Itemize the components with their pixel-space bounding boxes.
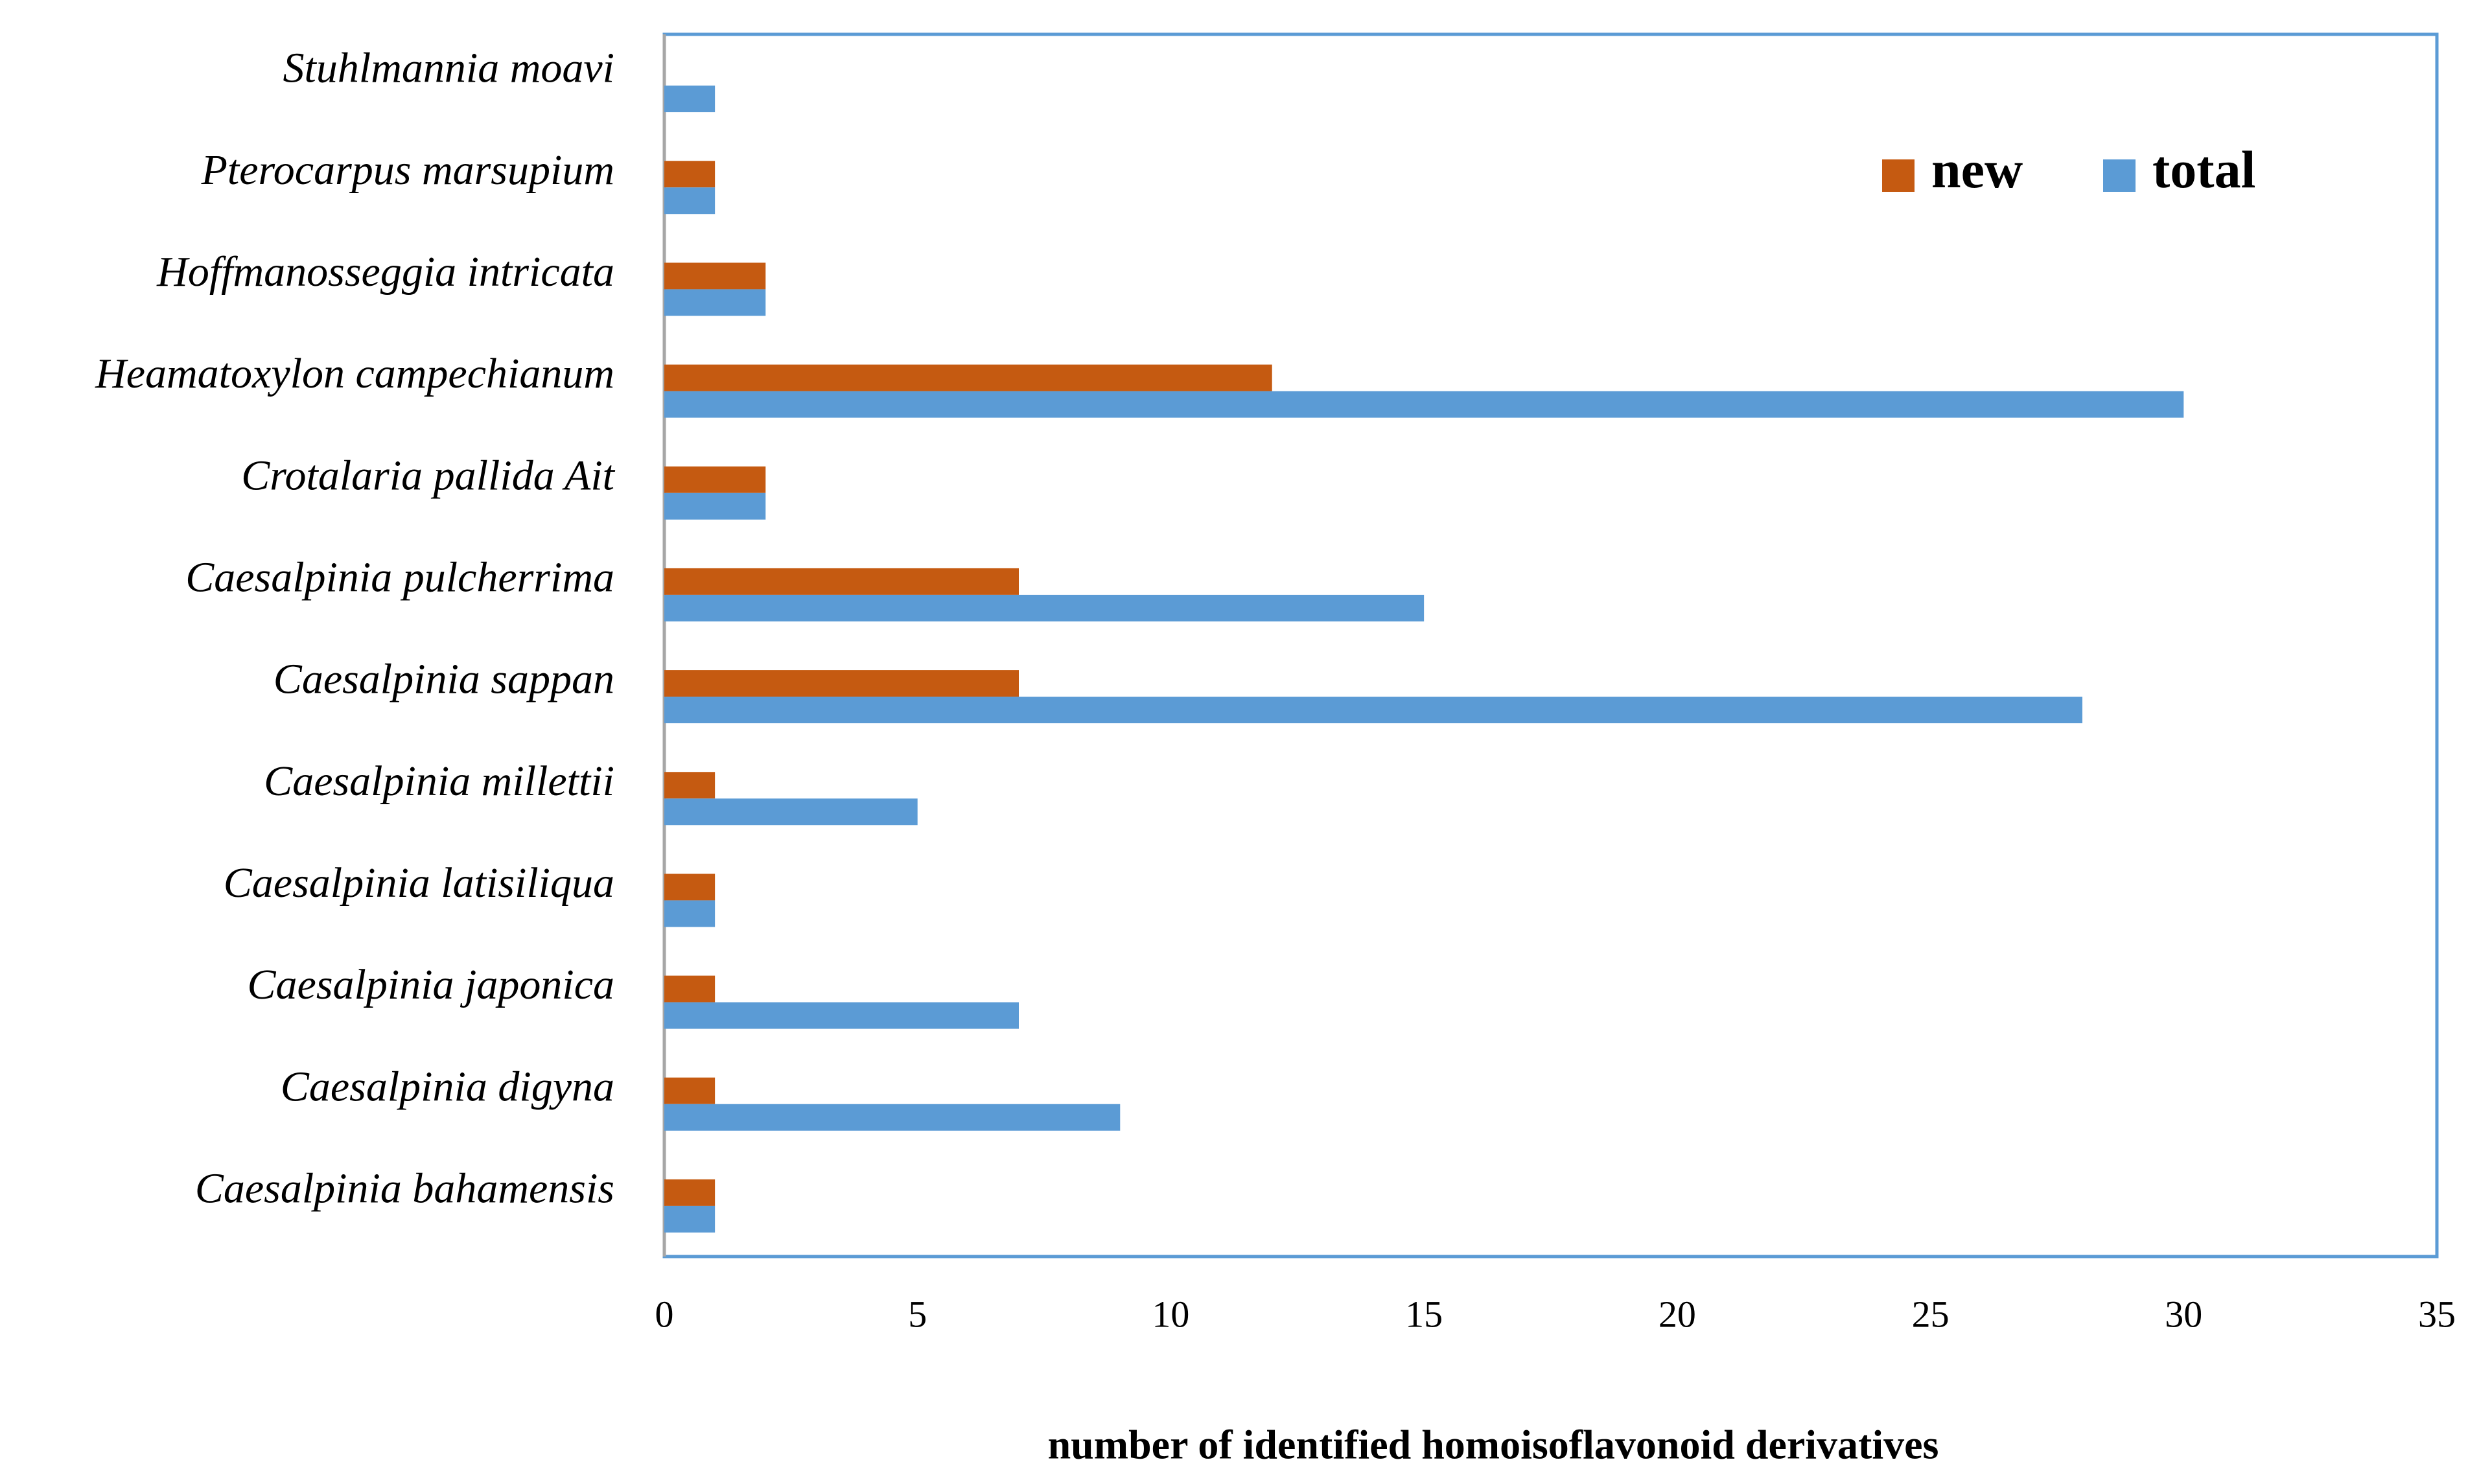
bar: [664, 161, 716, 188]
bar: [664, 975, 716, 1003]
bar: [664, 874, 716, 901]
x-tick-label: 25: [1912, 1293, 1950, 1335]
bar: [664, 1205, 716, 1233]
bar: [664, 289, 766, 316]
legend-swatch: [2103, 159, 2136, 192]
bar: [664, 1002, 1019, 1029]
x-tick-label: 35: [2418, 1293, 2456, 1335]
x-tick-label: 15: [1405, 1293, 1443, 1335]
legend-swatch: [1882, 159, 1915, 192]
x-tick-label: 5: [908, 1293, 927, 1335]
y-tick-label: Heamatoxylon campechianum: [95, 350, 614, 397]
bar: [664, 697, 2082, 724]
y-tick-label: Hoffmanosseggia intricata: [156, 248, 614, 296]
y-tick-label: Caesalpinia japonica: [248, 961, 614, 1008]
bar: [664, 364, 1272, 391]
bar: [664, 772, 716, 799]
bar: [664, 1077, 716, 1104]
y-tick-label: Caesalpinia digyna: [281, 1063, 614, 1110]
legend-label: total: [2152, 140, 2255, 199]
bar: [664, 1179, 716, 1206]
y-tick-label: Stuhlmannia moavi: [283, 45, 614, 92]
bar: [664, 568, 1019, 595]
bar: [664, 1104, 1121, 1131]
y-tick-label: Caesalpinia latisiliqua: [224, 859, 614, 907]
bar: [664, 466, 766, 493]
bar: [664, 900, 716, 927]
x-tick-label: 0: [655, 1293, 674, 1335]
y-tick-label: Caesalpinia millettii: [264, 758, 614, 805]
bar: [664, 594, 1425, 621]
bar: [664, 798, 918, 826]
y-tick-label: Caesalpinia pulcherrima: [185, 554, 614, 601]
x-tick-label: 20: [1659, 1293, 1696, 1335]
bar: [664, 670, 1019, 697]
plot-frame: [662, 32, 2439, 1258]
bar: [664, 187, 716, 214]
x-tick-label: 10: [1152, 1293, 1189, 1335]
y-tick-label: Caesalpinia bahamensis: [195, 1165, 614, 1212]
y-tick-label: Pterocarpus marsupium: [201, 146, 614, 194]
y-tick-label: Caesalpinia sappan: [274, 656, 614, 703]
bar: [664, 86, 716, 113]
x-axis-title: number of identified homoisoflavonoid de…: [1048, 1422, 1939, 1468]
y-tick-label: Crotalaria pallida Ait: [241, 452, 615, 499]
x-tick-label: 30: [2165, 1293, 2202, 1335]
legend-label: new: [1931, 140, 2023, 199]
bar: [664, 262, 766, 290]
bar: [664, 391, 2184, 418]
bar: [664, 493, 766, 520]
